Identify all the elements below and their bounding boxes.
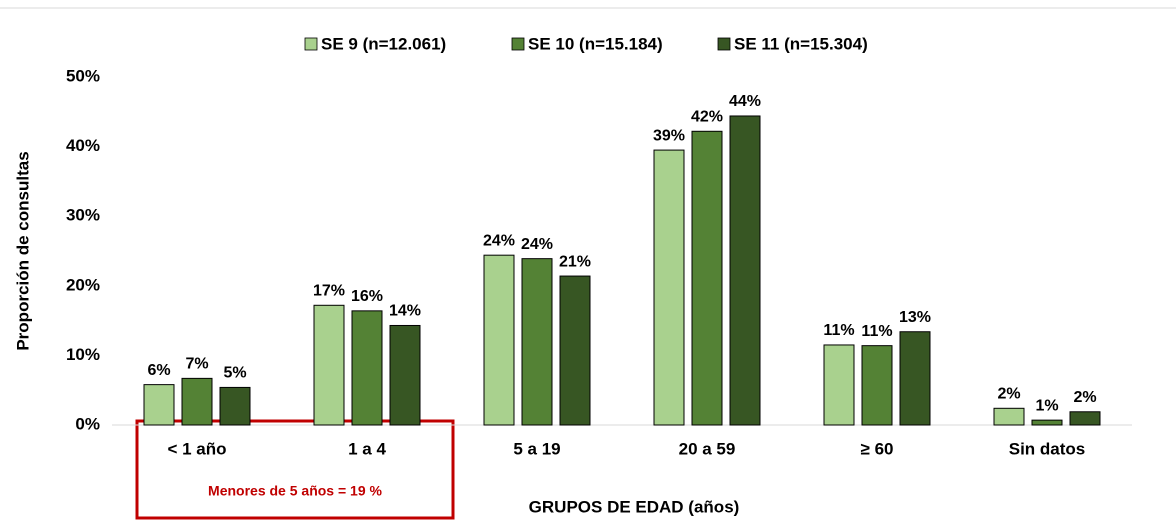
value-label: 6% <box>147 362 170 379</box>
highlight-box <box>135 419 455 520</box>
value-label: 11% <box>823 322 854 339</box>
bar <box>1069 411 1101 426</box>
value-label: 44% <box>729 93 761 110</box>
value-label: 1% <box>1035 397 1058 414</box>
legend-label: SE 9 (n=12.061) <box>321 34 446 53</box>
y-tick-label: 30% <box>66 206 100 225</box>
x-tick-label: 1 a 4 <box>348 439 386 458</box>
x-tick-label: 5 a 19 <box>513 439 560 458</box>
bar <box>691 130 723 426</box>
value-label: 13% <box>899 309 931 326</box>
value-label: 2% <box>997 386 1020 403</box>
bar <box>993 407 1025 426</box>
bar <box>653 149 685 426</box>
bar <box>899 331 931 426</box>
x-tick-label: 20 a 59 <box>679 439 736 458</box>
bar <box>1031 419 1063 426</box>
y-tick-label: 40% <box>66 136 100 155</box>
x-tick-label: ≥ 60 <box>861 439 894 458</box>
value-label: 24% <box>483 232 515 249</box>
bar <box>729 115 761 426</box>
value-label: 5% <box>223 365 246 382</box>
bar <box>483 254 515 426</box>
bar <box>181 377 213 426</box>
x-tick-label: Sin datos <box>1009 439 1086 458</box>
legend-swatch <box>304 37 318 51</box>
y-tick-label: 50% <box>66 66 100 85</box>
bar <box>143 384 175 426</box>
x-axis-label: GRUPOS DE EDAD (años) <box>529 497 740 516</box>
value-label: 14% <box>389 303 421 320</box>
bar <box>559 275 591 426</box>
bar <box>219 386 251 426</box>
value-label: 42% <box>691 109 723 126</box>
value-label: 11% <box>861 323 892 340</box>
value-label: 16% <box>351 288 383 305</box>
value-label: 2% <box>1073 389 1096 406</box>
bar <box>351 310 383 426</box>
legend-swatch <box>717 37 731 51</box>
value-label: 21% <box>559 253 591 270</box>
y-tick-label: 0% <box>75 414 100 433</box>
value-label: 7% <box>185 356 208 373</box>
y-axis-label: Proporción de consultas <box>13 151 32 350</box>
legend-label: SE 11 (n=15.304) <box>734 34 868 53</box>
bar <box>389 324 421 426</box>
value-label: 24% <box>521 236 553 253</box>
bar <box>823 344 855 426</box>
legend-label: SE 10 (n=15.184) <box>528 34 663 53</box>
bar <box>313 304 345 426</box>
annotation: Menores de 5 años = 19 % <box>208 483 382 499</box>
bar <box>521 258 553 426</box>
legend-swatch <box>511 37 525 51</box>
value-label: 17% <box>313 283 345 300</box>
value-label: 39% <box>653 127 685 144</box>
y-tick-label: 10% <box>66 345 100 364</box>
x-tick-label: < 1 año <box>167 439 226 458</box>
y-tick-label: 20% <box>66 275 100 294</box>
bar <box>861 345 893 426</box>
